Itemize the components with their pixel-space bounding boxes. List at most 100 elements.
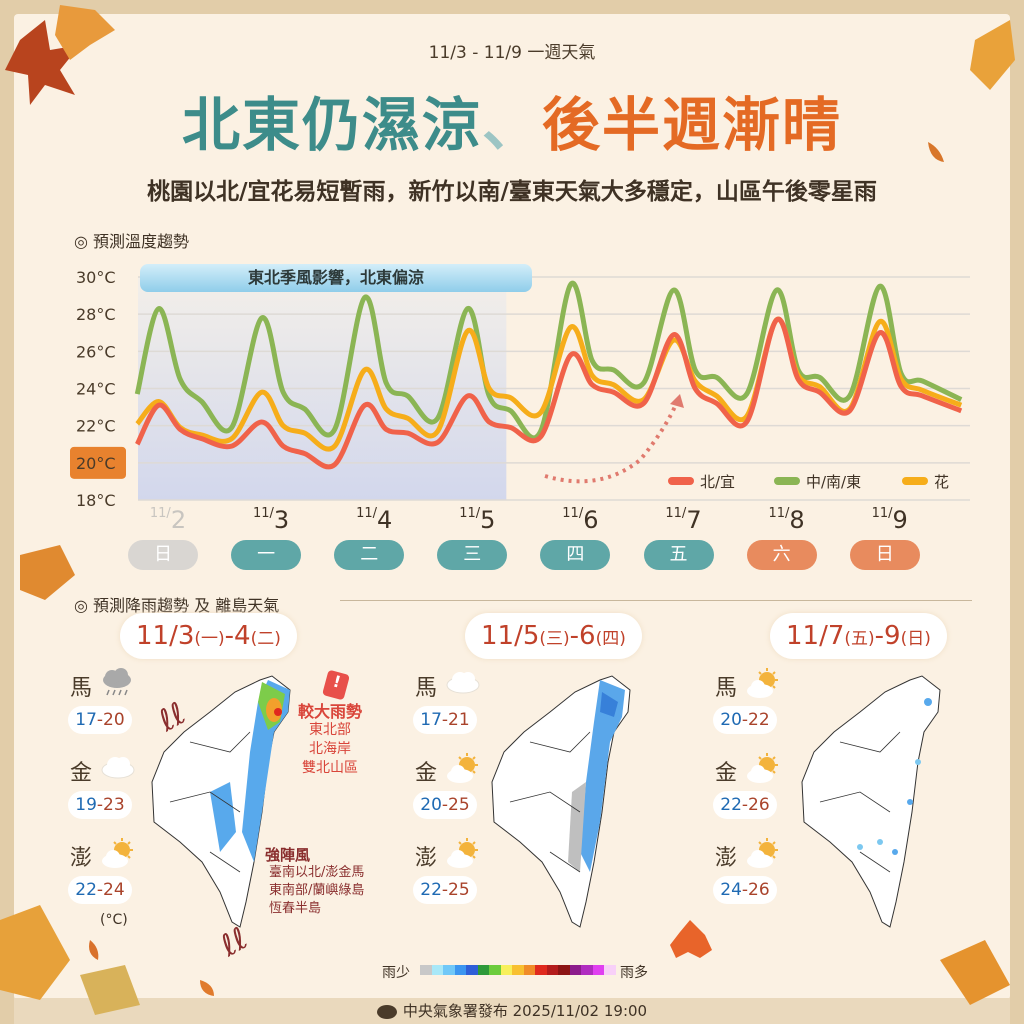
weekday-pill: 日 bbox=[849, 540, 920, 570]
heavy-rain-area: 雙北山區 bbox=[302, 760, 358, 776]
day-label: 4 bbox=[377, 506, 393, 534]
temp-high: -26 bbox=[741, 880, 770, 900]
partly-sunny-icon bbox=[445, 838, 481, 874]
cloud-icon bbox=[445, 668, 481, 698]
island-temp-range: 24-26 bbox=[713, 876, 777, 904]
island-name: 金 bbox=[715, 761, 738, 786]
period-date-pill: 11/5(三)-6(四) bbox=[465, 613, 642, 659]
taiwan-rain-map bbox=[151, 675, 291, 928]
temp-high: -26 bbox=[741, 795, 770, 815]
y-tick-label: 24°C bbox=[76, 380, 116, 399]
date-end: -9 bbox=[874, 621, 901, 651]
rain-section-title: ◎ 預測降雨趨勢 及 離島天氣 bbox=[74, 596, 280, 615]
weekday-pill: 二 bbox=[334, 540, 405, 570]
x-date-label: 11/2 bbox=[133, 506, 203, 534]
legend-label: 花 bbox=[934, 473, 949, 491]
temp-high: -23 bbox=[96, 795, 125, 815]
rain-scale-swatch bbox=[420, 965, 432, 975]
island-name: 澎 bbox=[715, 846, 738, 871]
temp-unit: (°C) bbox=[100, 912, 128, 928]
heavy-rain-area: 北海岸 bbox=[309, 741, 351, 757]
rain-legend-less: 雨少 bbox=[382, 965, 410, 981]
headline-part1: 北東仍濕涼 bbox=[181, 91, 482, 159]
temp-low: 20 bbox=[720, 710, 742, 730]
rain-scale-swatch bbox=[546, 965, 558, 975]
month-label: 11/ bbox=[149, 506, 171, 521]
heavy-rain-note: 較大雨勢 東北部北海岸雙北山區 bbox=[290, 702, 370, 778]
strong-wind-note: 強陣風 臺南以北/澎金馬 東南部/蘭嶼綠島 恆春半島 bbox=[265, 846, 364, 918]
month-label: 11/ bbox=[768, 506, 790, 521]
island-temp-range: 17-21 bbox=[413, 706, 477, 734]
strong-wind-area: 臺南以北/澎金馬 bbox=[269, 865, 365, 880]
temp-low: 22 bbox=[420, 880, 442, 900]
temp-low: 24 bbox=[720, 880, 742, 900]
x-date-label: 11/8 bbox=[752, 506, 822, 534]
island-temp-range: 19-23 bbox=[68, 791, 132, 819]
island-temp-range: 22-25 bbox=[413, 876, 477, 904]
island-temp-range: 17-20 bbox=[68, 706, 132, 734]
headline-separator: 、 bbox=[481, 91, 542, 159]
taiwan-rain-map bbox=[801, 675, 941, 928]
month-label: 11/ bbox=[356, 506, 377, 521]
rain-scale-swatch bbox=[581, 965, 593, 975]
temp-low: 20 bbox=[420, 795, 442, 815]
temp-high: -20 bbox=[96, 710, 125, 730]
month-label: 11/ bbox=[252, 506, 274, 521]
day-label: 3 bbox=[273, 506, 290, 534]
temp-low: 22 bbox=[75, 880, 97, 900]
arrow-head-icon bbox=[670, 394, 684, 408]
leaf-icon bbox=[20, 545, 75, 600]
weekday-pill: 日 bbox=[128, 540, 198, 570]
maple-leaf-icon bbox=[55, 5, 115, 60]
island-temp-range: 20-22 bbox=[713, 706, 777, 734]
month-label: 11/ bbox=[871, 506, 893, 521]
island-name: 金 bbox=[70, 761, 93, 786]
temp-low: 17 bbox=[420, 710, 442, 730]
series-line-0 bbox=[135, 317, 963, 470]
island-name: 澎 bbox=[415, 846, 438, 871]
weekday-start: (一) bbox=[194, 629, 225, 649]
heavy-rain-title: 較大雨勢 bbox=[297, 702, 362, 721]
temp-high: -21 bbox=[441, 710, 470, 730]
partly-sunny-icon bbox=[445, 753, 481, 789]
heavy-rain-area: 東北部 bbox=[309, 722, 351, 738]
date-start: 11/7 bbox=[786, 621, 845, 651]
temp-high: -25 bbox=[441, 795, 470, 815]
x-date-label: 11/4 bbox=[339, 506, 409, 534]
day-label: 5 bbox=[480, 506, 496, 534]
rain-scale-swatch bbox=[523, 965, 535, 975]
day-label: 2 bbox=[170, 506, 187, 534]
x-date-label: 11/6 bbox=[545, 506, 615, 534]
x-date-label: 11/7 bbox=[649, 506, 719, 534]
date-range: 11/3 - 11/9 一週天氣 bbox=[428, 43, 596, 63]
y-tick-label: 26°C bbox=[76, 342, 116, 361]
x-date-label: 11/5 bbox=[442, 506, 512, 534]
y-tick-label: 18°C bbox=[76, 491, 116, 510]
day-label: 9 bbox=[892, 506, 908, 534]
island-temp-range: 22-26 bbox=[713, 791, 777, 819]
rain-color-scale bbox=[420, 965, 616, 975]
island-name: 馬 bbox=[70, 676, 93, 701]
weekday-pill: 五 bbox=[643, 540, 714, 570]
summary: 桃園以北/宜花易短暫雨，新竹以南/臺東天氣大多穩定，山區午後零星雨 bbox=[147, 179, 877, 205]
leaf-icon bbox=[80, 965, 140, 1015]
y-tick-label: 30°C bbox=[76, 268, 116, 287]
leaf-icon bbox=[0, 905, 70, 1000]
weekday-end: (二) bbox=[250, 629, 281, 649]
island-name: 馬 bbox=[415, 676, 438, 701]
leaf-icon bbox=[200, 980, 214, 996]
rain-scale-swatch bbox=[569, 965, 581, 975]
rain-scale-swatch bbox=[592, 965, 604, 975]
temp-high: -25 bbox=[441, 880, 470, 900]
period-date-pill: 11/3(一)-4(二) bbox=[120, 613, 297, 659]
rain-scale-swatch bbox=[489, 965, 501, 975]
island-temp-range: 22-24 bbox=[68, 876, 132, 904]
rain-scale-swatch bbox=[558, 965, 570, 975]
weekday-pill: 四 bbox=[540, 540, 611, 570]
leaf-icon bbox=[928, 142, 944, 162]
rain-scale-swatch bbox=[443, 965, 455, 975]
maple-leaf-icon bbox=[670, 920, 712, 958]
temp-high: -22 bbox=[741, 710, 770, 730]
period-date-pill: 11/7(五)-9(日) bbox=[770, 613, 947, 659]
